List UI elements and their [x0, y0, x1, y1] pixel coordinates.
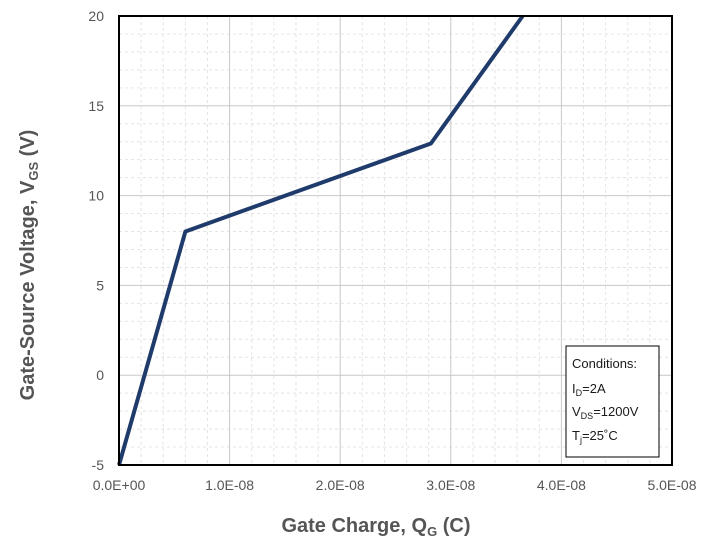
condition-drain-current: ID=2A: [572, 381, 606, 398]
y-tick-label: 5: [96, 277, 104, 293]
condition-vds-subscript: DS: [581, 411, 594, 421]
minor-grid: [119, 16, 672, 465]
condition-vds-value: =1200V: [593, 404, 639, 419]
x-axis-title-main: Gate Charge, Q: [281, 515, 427, 537]
condition-tj-subscript: j: [579, 435, 582, 445]
condition-id-value: =2A: [582, 381, 606, 396]
condition-vds-symbol: V: [572, 404, 581, 419]
y-tick-labels: -5 0 5 10 15 20: [88, 8, 104, 473]
x-axis-title-tail: (C): [437, 515, 470, 537]
x-axis-title-sub: G: [427, 524, 437, 539]
y-tick-label: 0: [96, 367, 104, 383]
condition-id-symbol: I: [572, 381, 576, 396]
condition-junction-temperature: Tj=25˚C: [572, 428, 618, 445]
condition-tj-value: =25˚C: [582, 428, 618, 443]
condition-tj-symbol: T: [572, 428, 580, 443]
condition-drain-source-voltage: VDS=1200V: [572, 404, 639, 421]
x-tick-labels: 0.0E+00 1.0E-08 2.0E-08 3.0E-08 4.0E-08 5.0E-…: [93, 477, 697, 493]
y-axis-title: Gate-Source Voltage, VGS (V): [17, 130, 41, 401]
plot-area-frame: [118, 15, 673, 466]
x-tick-label: 4.0E-08: [537, 477, 586, 493]
series-line: [117, 14, 525, 466]
x-tick-label: 5.0E-08: [647, 477, 696, 493]
y-axis-title-sub: GS: [26, 162, 41, 181]
x-tick-label: 1.0E-08: [205, 477, 254, 493]
condition-id-subscript: D: [576, 388, 583, 398]
y-axis-title-tail: (V): [17, 130, 39, 162]
y-tick-label: 15: [88, 98, 104, 114]
x-tick-label: 3.0E-08: [426, 477, 475, 493]
y-axis-title-main: Gate-Source Voltage, V: [17, 180, 39, 400]
x-tick-label: 2.0E-08: [316, 477, 365, 493]
y-tick-label: 10: [88, 188, 104, 204]
conditions-box-frame: [565, 345, 660, 458]
series-layer: [117, 14, 525, 466]
x-axis-title: Gate Charge, QG (C): [281, 515, 470, 539]
y-tick-label: 20: [88, 8, 104, 24]
x-tick-label: 0.0E+00: [93, 477, 146, 493]
y-tick-label: -5: [92, 457, 105, 473]
conditions-title: Conditions:: [572, 356, 637, 371]
conditions-box: Conditions: ID=2A VDS=1200V Tj=25˚C: [565, 345, 660, 458]
